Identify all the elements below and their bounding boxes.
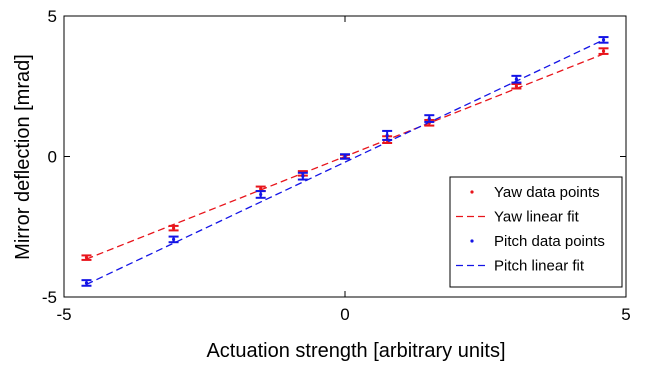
data-marker bbox=[385, 133, 389, 138]
data-marker bbox=[601, 38, 606, 42]
legend-label: Yaw linear fit bbox=[494, 209, 580, 226]
data-marker bbox=[259, 192, 263, 197]
plot-area bbox=[63, 15, 627, 298]
legend: Yaw data points Yaw linear fit Pitch data … bbox=[449, 176, 623, 288]
y-tick-label: -5 bbox=[42, 288, 57, 307]
data-marker bbox=[427, 116, 431, 121]
ticks: -5 0 5 -5 0 5 bbox=[42, 7, 631, 324]
x-axis-label: Actuation strength [arbitrary units] bbox=[206, 340, 505, 362]
data-marker bbox=[601, 49, 606, 53]
data-marker bbox=[514, 84, 519, 88]
x-tick-label: 5 bbox=[621, 305, 630, 324]
legend-entry: Pitch data points bbox=[470, 233, 605, 250]
yaw-data-points-point bbox=[598, 47, 609, 55]
legend-label: Pitch linear fit bbox=[494, 258, 585, 275]
legend-entry: Yaw linear fit bbox=[456, 209, 580, 226]
pitch-data-points-point bbox=[297, 171, 308, 181]
legend-entry: Yaw data points bbox=[470, 184, 600, 201]
pitch-data-points-point bbox=[340, 153, 350, 160]
yaw-data-points-point bbox=[81, 254, 92, 261]
pitch-data-points-point bbox=[424, 114, 435, 123]
legend-marker bbox=[470, 239, 474, 243]
pitch-data-points-point bbox=[168, 235, 179, 244]
data-marker bbox=[514, 77, 519, 81]
data-marker bbox=[171, 237, 176, 241]
x-tick-label: 0 bbox=[340, 305, 349, 324]
legend-label: Yaw data points bbox=[494, 184, 600, 201]
legend-marker bbox=[470, 190, 474, 194]
data-marker bbox=[343, 154, 347, 159]
pitch-data-points-point bbox=[81, 279, 92, 287]
y-axis-label: Mirror deflection [mrad] bbox=[12, 54, 34, 260]
legend-label: Pitch data points bbox=[494, 233, 605, 250]
y-tick-label: 5 bbox=[48, 7, 57, 26]
data-marker bbox=[259, 187, 263, 191]
data-marker bbox=[84, 256, 89, 260]
pitch-data-points-point bbox=[255, 190, 266, 199]
y-tick-label: 0 bbox=[48, 148, 57, 167]
legend-box bbox=[449, 176, 623, 288]
data-marker bbox=[84, 281, 89, 285]
x-tick-label: -5 bbox=[56, 305, 71, 324]
pitch-data-points-point bbox=[598, 36, 609, 44]
yaw-data-points-point bbox=[168, 224, 179, 232]
data-marker bbox=[301, 174, 305, 178]
legend-entry: Pitch linear fit bbox=[456, 258, 585, 275]
yaw-data-points-point bbox=[511, 83, 522, 90]
pitch-data-points-point bbox=[511, 74, 522, 84]
pitch-data-points-point bbox=[382, 129, 393, 141]
data-marker bbox=[171, 226, 176, 230]
